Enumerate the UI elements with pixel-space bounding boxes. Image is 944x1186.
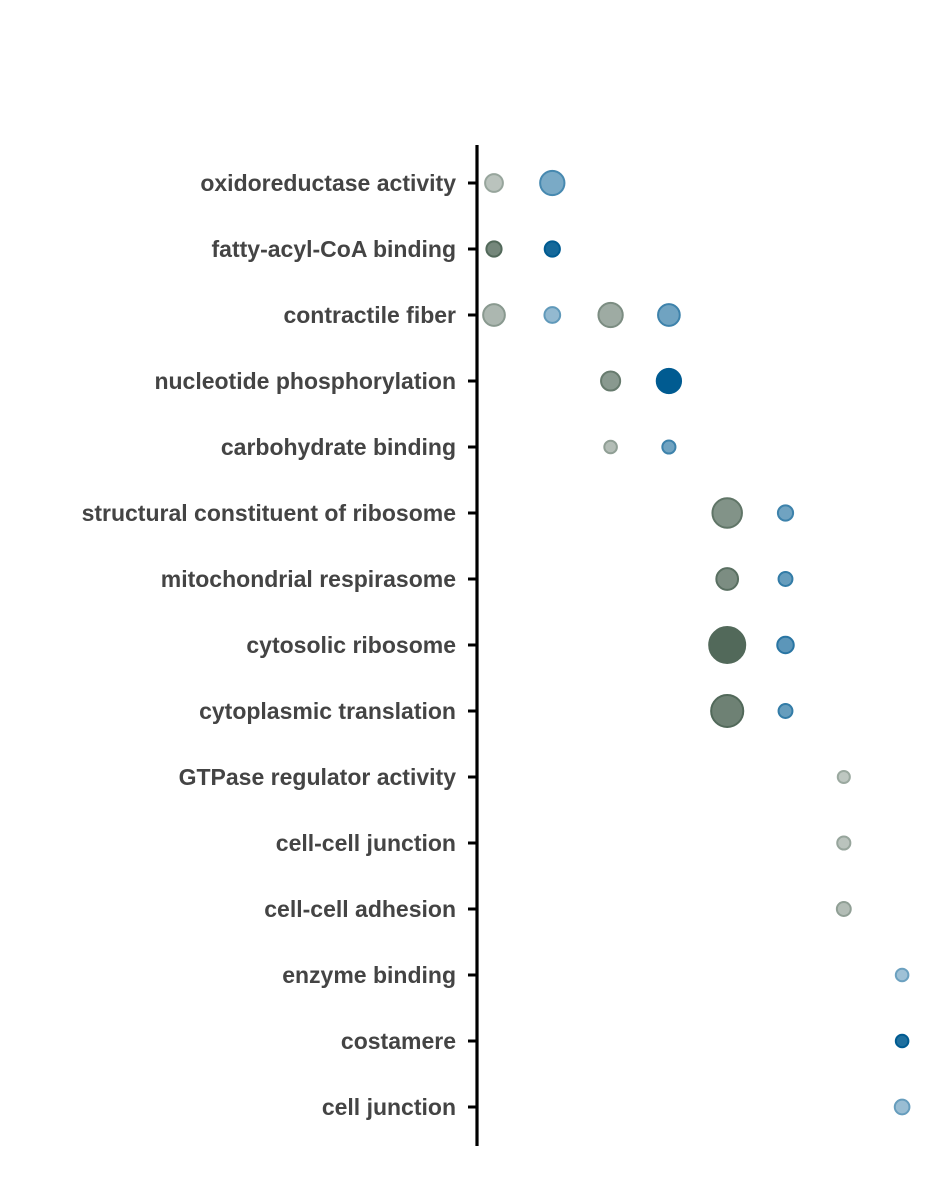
data-point-green	[485, 240, 503, 258]
data-point-green	[484, 173, 504, 193]
data-point-blue	[894, 1033, 910, 1049]
data-point-green	[600, 370, 622, 392]
data-points	[482, 169, 911, 1116]
y-tick-label: carbohydrate binding	[221, 434, 456, 460]
data-point-blue	[777, 703, 794, 719]
y-tick-label: contractile fiber	[283, 302, 456, 328]
y-tick-label: mitochondrial respirasome	[161, 566, 456, 592]
y-tick-label: oxidoreductase activity	[200, 170, 456, 196]
data-point-blue	[893, 1098, 911, 1116]
y-tick-label: cell-cell junction	[276, 830, 456, 856]
y-tick-label: costamere	[341, 1028, 456, 1054]
data-point-blue	[543, 306, 562, 324]
y-tick-label: fatty-acyl-CoA binding	[212, 236, 456, 262]
data-point-blue	[539, 169, 566, 197]
data-point-green	[835, 901, 852, 917]
y-tick-label: structural constituent of ribosome	[82, 500, 456, 526]
y-tick-label: cell-cell adhesion	[264, 896, 456, 922]
data-point-blue	[661, 439, 677, 455]
y-tick-label: cytoplasmic translation	[199, 698, 456, 724]
data-point-blue	[894, 967, 910, 983]
data-point-green	[603, 439, 618, 455]
data-point-green	[836, 835, 852, 851]
data-point-blue	[655, 367, 683, 395]
data-point-green	[597, 301, 624, 329]
data-point-green	[482, 303, 506, 327]
y-tick-label: GTPase regulator activity	[179, 764, 457, 790]
data-point-blue	[776, 635, 795, 655]
data-point-blue	[657, 303, 681, 327]
data-point-green	[836, 769, 851, 785]
y-tick-label: enzyme binding	[282, 962, 456, 988]
data-point-blue	[776, 504, 795, 522]
data-point-blue	[777, 571, 794, 587]
y-tick-label: cytosolic ribosome	[246, 632, 456, 658]
data-point-green	[708, 626, 747, 664]
y-tick-label: cell junction	[322, 1094, 456, 1120]
y-tick-label: nucleotide phosphorylation	[154, 368, 456, 394]
data-point-green	[710, 693, 745, 729]
data-point-green	[711, 497, 743, 529]
y-tick-labels: oxidoreductase activity fatty-acyl-CoA bi…	[82, 170, 457, 1120]
data-point-green	[715, 567, 740, 591]
data-point-blue	[543, 240, 561, 258]
